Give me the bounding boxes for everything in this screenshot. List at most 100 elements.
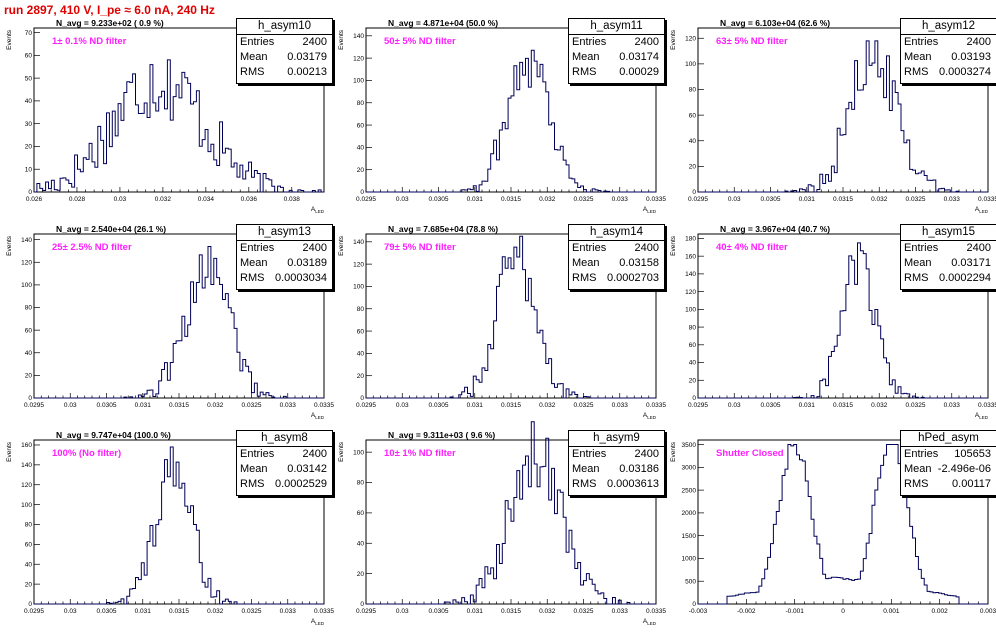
x-tick-label: 0.028: [69, 196, 86, 203]
y-tick-label: 0: [360, 395, 364, 402]
x-tick-label: 0.0315: [833, 196, 853, 203]
y-tick-label: 40: [357, 351, 365, 358]
x-tick-label: 0.0335: [314, 608, 334, 615]
histogram-plot: 0.0295 0.03 0.0305 0.031 0.0315 0.032 0.0325 0.…: [670, 27, 996, 214]
y-axis-title: Events: [338, 29, 345, 50]
entries-value: 2400: [302, 36, 327, 48]
x-tick-label: 0.001: [883, 608, 900, 615]
y-tick-label: 3500: [682, 442, 697, 449]
entries-value: 2400: [966, 242, 991, 254]
y-tick-label: 60: [25, 327, 33, 334]
y-tick-label: 100: [21, 282, 32, 289]
x-axis-title: ALED: [643, 618, 657, 626]
rms-value: 0.00117: [952, 478, 991, 490]
filter-note: 25± 2.5% ND filter: [52, 242, 132, 253]
histogram-name: h_asym11: [569, 19, 664, 35]
rms-label: RMS: [572, 272, 597, 284]
y-tick-label: 0: [360, 601, 364, 608]
histogram-panel-hped-asym: -0.003 -0.002 -0.001 0 0.001 0.002 0.003 0 500 10…: [668, 430, 996, 635]
x-axis-title: ALED: [975, 206, 989, 214]
histogram-plot: 0.026 0.028 0.03 0.032 0.034 0.036 0.038 0 10 20 3…: [6, 27, 325, 214]
y-tick-label: 80: [689, 87, 697, 94]
x-tick-label: 0.033: [280, 608, 297, 615]
x-tick-label: -0.003: [689, 608, 708, 615]
entries-label: Entries: [572, 242, 607, 254]
x-tick-label: 0.0295: [356, 196, 376, 203]
filter-note: 63± 5% ND filter: [716, 36, 788, 47]
x-tick-label: 0.033: [280, 402, 297, 409]
x-tick-label: 0.0295: [24, 402, 44, 409]
histogram-plot: 0.0295 0.03 0.0305 0.031 0.0315 0.032 0.0325 0.…: [338, 233, 666, 420]
filter-note: 40± 4% ND filter: [716, 242, 788, 253]
entries-value: 2400: [634, 242, 659, 254]
histogram-name: h_asym9: [569, 431, 664, 447]
x-tick-label: 0.031: [799, 196, 816, 203]
rms-value: 0.00213: [287, 66, 327, 78]
x-tick-label: 0.0325: [574, 196, 594, 203]
x-tick-label: 0.0305: [761, 196, 781, 203]
histogram-name: h_asym8: [237, 431, 332, 447]
y-axis-title: Events: [670, 235, 677, 256]
y-tick-label: 10: [25, 166, 33, 173]
y-tick-label: 0: [28, 601, 32, 608]
filter-note: 10± 1% ND filter: [384, 448, 456, 459]
histogram-outline: [34, 245, 324, 399]
y-axis-title: Events: [670, 441, 677, 462]
histogram-outline: [366, 235, 656, 399]
navg-label: N_avg = 9.233e+02 ( 0.9 %): [56, 18, 164, 28]
y-tick-label: 20: [25, 144, 33, 151]
y-tick-label: 100: [353, 449, 364, 456]
y-tick-label: 60: [689, 112, 697, 119]
x-tick-label: 0.0325: [574, 608, 594, 615]
navg-label: N_avg = 4.871e+04 (50.0 %): [388, 18, 499, 28]
x-tick-label: 0.0335: [978, 196, 996, 203]
x-axis-title: ALED: [643, 412, 657, 420]
y-tick-label: 60: [689, 342, 697, 349]
histogram-panel-h-asym14: 0.0295 0.03 0.0305 0.031 0.0315 0.032 0.0325 0.…: [336, 224, 666, 429]
y-tick-label: 500: [685, 578, 696, 585]
entries-label: Entries: [240, 242, 275, 254]
y-tick-label: 70: [25, 30, 33, 37]
y-tick-label: 120: [21, 482, 32, 489]
navg-label: N_avg = 7.685e+04 (78.8 %): [388, 224, 499, 234]
stats-box: h_asym11 Entries 2400 Mean 0.03174 RMS 0.00…: [568, 18, 665, 84]
filter-note: 79± 5% ND filter: [384, 242, 456, 253]
y-tick-label: 100: [685, 61, 696, 68]
mean-value: -2.496e-06: [937, 463, 991, 475]
x-tick-label: 0.0315: [501, 196, 521, 203]
x-tick-label: 0.032: [155, 196, 172, 203]
histogram-name: h_asym15: [901, 225, 996, 241]
x-tick-label: 0.034: [198, 196, 215, 203]
mean-value: 0.03186: [619, 463, 659, 475]
y-tick-label: 30: [25, 121, 33, 128]
mean-value: 0.03193: [951, 51, 991, 63]
y-tick-label: 1000: [682, 556, 697, 563]
histogram-outline: [366, 421, 656, 605]
y-tick-label: 20: [25, 581, 33, 588]
navg-label: N_avg = 6.103e+04 (62.6 %): [720, 18, 831, 28]
y-tick-label: 140: [21, 462, 32, 469]
x-tick-label: 0: [841, 608, 845, 615]
x-tick-label: 0.03: [114, 196, 127, 203]
x-tick-label: 0.03: [728, 402, 741, 409]
x-tick-label: 0.0305: [97, 402, 117, 409]
x-tick-label: 0.032: [871, 196, 888, 203]
rms-value: 0.0003034: [275, 272, 327, 284]
x-tick-label: 0.033: [944, 196, 961, 203]
histogram-panel-h-asym9: 0.0295 0.03 0.0305 0.031 0.0315 0.032 0.0325 0.…: [336, 421, 666, 635]
mean-value: 0.03179: [287, 51, 327, 63]
mean-label: Mean: [904, 51, 932, 63]
x-tick-label: 0.0295: [24, 608, 44, 615]
rms-label: RMS: [572, 478, 597, 490]
navg-label: N_avg = 9.747e+04 (100.0 %): [56, 430, 171, 440]
y-tick-label: 140: [353, 33, 364, 40]
stats-box: h_asym12 Entries 2400 Mean 0.03193 RMS 0.00…: [900, 18, 996, 84]
y-tick-label: 2000: [682, 510, 697, 517]
x-tick-label: 0.033: [612, 608, 629, 615]
y-tick-label: 60: [357, 510, 365, 517]
y-tick-label: 40: [357, 145, 365, 152]
x-tick-label: 0.0335: [646, 196, 666, 203]
x-tick-label: 0.031: [467, 608, 484, 615]
y-tick-label: 160: [685, 253, 696, 260]
histogram-name: h_asym10: [237, 19, 332, 35]
